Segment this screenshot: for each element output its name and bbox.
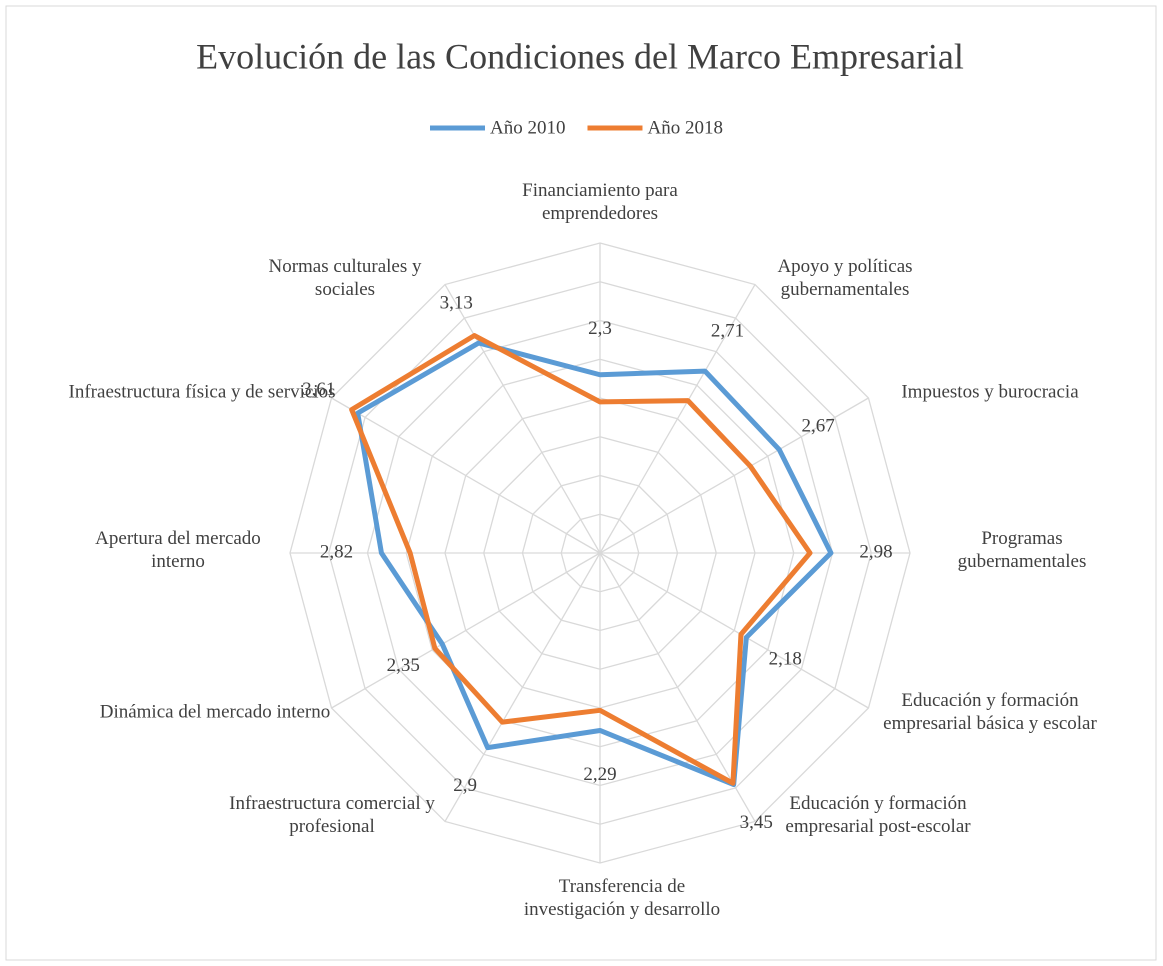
series-line [349, 333, 813, 786]
data-label: 2,29 [583, 764, 616, 785]
spoke [331, 397, 601, 554]
category-label: Transferencia de investigación y desarro… [523, 876, 721, 920]
data-label: 2,9 [453, 775, 477, 796]
category-label: Infraestructura física y de servicios [68, 381, 336, 403]
chart-border [5, 5, 1157, 961]
data-label: 2,98 [859, 541, 892, 562]
category-label: Apertura del mercado interno [95, 528, 261, 572]
category-label: Dinámica del mercado interno [99, 701, 331, 723]
data-label: 2,82 [320, 541, 353, 562]
data-label: 2,18 [769, 648, 802, 669]
category-label: Financiamiento para emprendedores [522, 180, 678, 224]
category-label: Normas culturales y sociales [268, 256, 422, 300]
spoke [599, 552, 869, 709]
spoke [331, 552, 601, 709]
spoke [444, 284, 601, 554]
data-label: 2,67 [802, 415, 835, 436]
spoke [444, 552, 601, 822]
legend-label: Año 2010 [490, 117, 565, 138]
category-label: Educación y formación empresarial básica… [883, 690, 1097, 734]
data-label: 2,3 [588, 318, 612, 339]
category-label: Programas gubernamentales [957, 528, 1087, 572]
data-label: 3,45 [740, 812, 773, 833]
data-label: 3,13 [440, 292, 473, 313]
category-label: Impuestos y burocracia [901, 381, 1079, 403]
legend-label: Año 2018 [647, 117, 722, 138]
spoke [599, 284, 756, 554]
series-line [355, 340, 834, 788]
chart-title: Evolución de las Condiciones del Marco E… [196, 36, 964, 76]
category-label: Apoyo y políticas gubernamentales [777, 256, 913, 300]
spoke [599, 552, 756, 822]
data-label: 2,35 [387, 655, 420, 676]
data-label: 3,61 [302, 379, 335, 400]
category-label: Educación y formación empresarial post-e… [785, 793, 971, 837]
spoke [599, 397, 869, 554]
category-label: Infraestructura comercial y profesional [229, 793, 435, 837]
data-label: 2,71 [711, 321, 744, 342]
